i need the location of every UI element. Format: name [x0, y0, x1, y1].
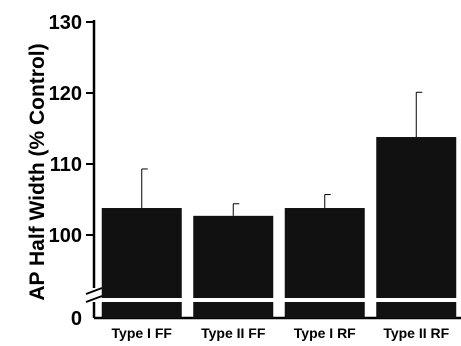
bar-base-1	[193, 302, 274, 318]
bar-base-2	[284, 302, 365, 318]
bar-2	[284, 208, 365, 298]
bar-1	[193, 215, 274, 298]
bar-base-0	[101, 302, 182, 318]
x-tick-label-3: Type II RF	[383, 325, 449, 341]
bar-3	[376, 137, 457, 298]
y-tick-label-0: 0	[71, 308, 82, 330]
y-tick-label-120: 120	[49, 83, 82, 105]
y-tick-label-110: 110	[50, 154, 82, 176]
axis-break-marks	[85, 287, 103, 303]
y-axis-title: AP Half Width (% Control)	[26, 43, 49, 300]
x-tick-label-0: Type I FF	[112, 325, 173, 341]
y-tick-label-100: 100	[49, 225, 82, 247]
bar-base-3	[376, 302, 457, 318]
y-tick-label-130: 130	[49, 12, 82, 34]
x-tick-label-1: Type II FF	[201, 325, 266, 341]
x-tick-label-2: Type I RF	[294, 325, 356, 341]
bar-0	[101, 208, 182, 298]
